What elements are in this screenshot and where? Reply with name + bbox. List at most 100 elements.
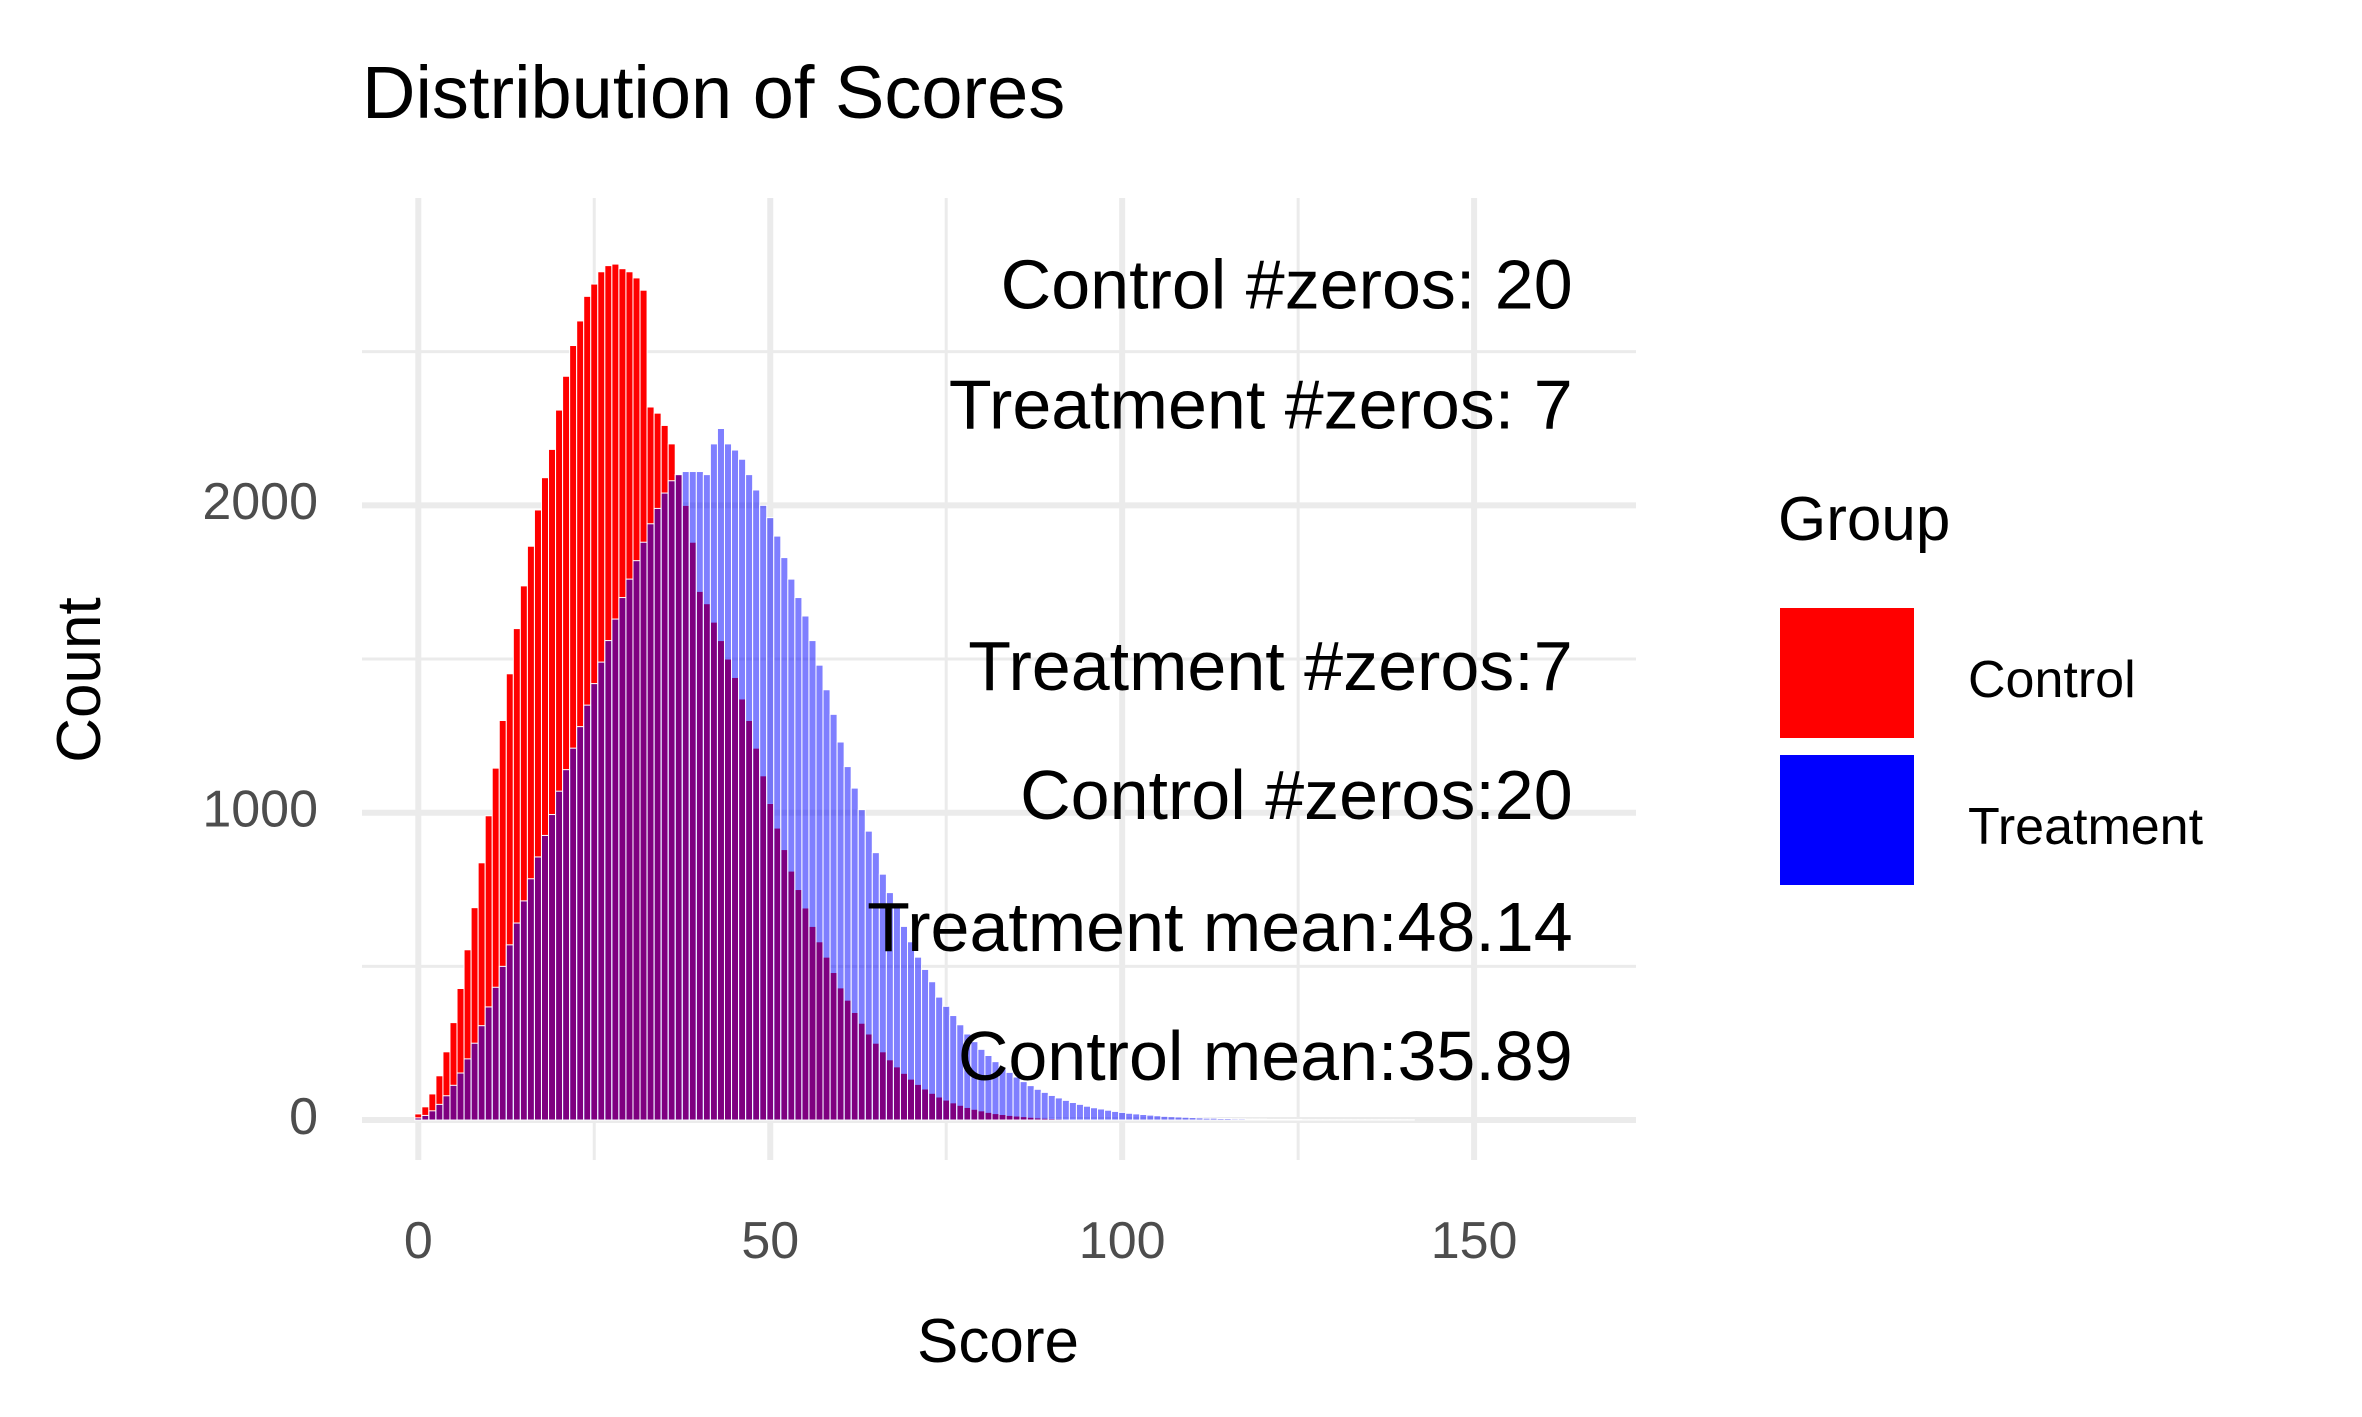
bar — [533, 856, 542, 1121]
bar — [1237, 1118, 1246, 1121]
legend-label-treatment: Treatment — [1968, 798, 2204, 856]
bar — [723, 443, 733, 1121]
y-tick-label: 1000 — [202, 780, 318, 838]
bar — [857, 809, 866, 1121]
bar — [1068, 1102, 1077, 1121]
bar — [491, 986, 500, 1121]
bar — [1160, 1115, 1169, 1121]
bar — [709, 443, 718, 1121]
bar — [463, 1058, 472, 1121]
bar — [484, 1006, 493, 1121]
bar — [1090, 1107, 1099, 1121]
bar — [787, 578, 796, 1121]
bar — [759, 504, 768, 1121]
bar — [1294, 1118, 1303, 1121]
bar — [1258, 1118, 1267, 1121]
bar — [808, 640, 817, 1121]
bar — [1111, 1110, 1120, 1121]
bar — [569, 747, 578, 1121]
legend: Group Control Treatment — [1778, 485, 2204, 885]
bar — [618, 597, 627, 1121]
bar — [583, 704, 592, 1121]
bar — [597, 661, 606, 1121]
bar — [639, 541, 648, 1121]
plot-panel — [362, 198, 1636, 1160]
bar — [660, 492, 669, 1121]
bar — [836, 741, 845, 1121]
bar — [1195, 1117, 1204, 1121]
bar — [914, 956, 923, 1121]
bar — [421, 1114, 430, 1121]
y-tick-label: 2000 — [202, 473, 318, 531]
bar — [1061, 1099, 1070, 1121]
bar — [674, 474, 683, 1121]
bar — [428, 1110, 437, 1121]
bar — [653, 507, 662, 1121]
bar — [1230, 1118, 1239, 1121]
bar — [1280, 1118, 1289, 1121]
bar — [780, 557, 789, 1121]
x-tick-label: 150 — [1431, 1212, 1518, 1270]
annotation-text: Control #zeros: 20 — [1001, 246, 1573, 324]
x-tick-label: 0 — [404, 1212, 433, 1270]
bar — [1251, 1118, 1260, 1121]
bar — [850, 787, 859, 1121]
bar — [519, 900, 528, 1121]
y-axis-title: Count — [45, 597, 114, 762]
bar — [1167, 1116, 1176, 1121]
bar — [1047, 1094, 1056, 1121]
bar — [921, 968, 930, 1121]
bar — [752, 489, 761, 1121]
bar — [540, 834, 550, 1121]
bar — [1097, 1108, 1106, 1121]
bar — [773, 535, 782, 1121]
bar — [512, 922, 521, 1121]
bar — [843, 766, 852, 1121]
x-axis-title: Score — [917, 1307, 1079, 1376]
bar — [766, 517, 775, 1121]
x-axis-ticks: 0 50 100 150 — [404, 1212, 1518, 1270]
bar — [681, 471, 690, 1121]
legend-label-control: Control — [1968, 651, 2136, 709]
bar — [1118, 1111, 1127, 1121]
bar — [1287, 1118, 1296, 1121]
bar — [1174, 1116, 1183, 1121]
y-tick-label: 0 — [289, 1088, 318, 1146]
bar — [442, 1095, 451, 1121]
bar — [1040, 1091, 1049, 1121]
x-tick-label: 50 — [741, 1212, 799, 1270]
bar — [498, 965, 507, 1121]
legend-title: Group — [1778, 485, 1950, 554]
bar — [667, 480, 676, 1121]
bar — [1223, 1118, 1232, 1121]
bar — [1139, 1114, 1148, 1121]
bar — [829, 713, 838, 1121]
annotation-text: Treatment #zeros: 7 — [949, 366, 1573, 444]
bar — [942, 1005, 951, 1121]
bar — [548, 814, 557, 1121]
bar — [604, 640, 613, 1121]
bar — [1132, 1113, 1141, 1121]
x-tick-label: 100 — [1079, 1212, 1166, 1270]
bar — [1216, 1118, 1225, 1121]
bar — [1209, 1117, 1218, 1121]
bar — [794, 597, 803, 1121]
chart-title: Distribution of Scores — [362, 51, 1065, 134]
bar — [815, 664, 824, 1121]
bar — [505, 944, 514, 1121]
bar — [688, 471, 697, 1121]
bar — [632, 560, 641, 1121]
bar — [949, 1015, 958, 1121]
annotation-text: Control mean:35.89 — [958, 1017, 1573, 1095]
bar — [738, 458, 747, 1121]
legend-swatch-treatment — [1780, 755, 1914, 885]
bar — [731, 449, 740, 1121]
bar — [414, 1117, 423, 1121]
bar — [576, 726, 585, 1121]
bar — [1075, 1103, 1084, 1121]
bar — [716, 428, 725, 1121]
series-treatment — [414, 428, 1415, 1121]
bar — [562, 769, 571, 1121]
bar — [625, 578, 634, 1121]
